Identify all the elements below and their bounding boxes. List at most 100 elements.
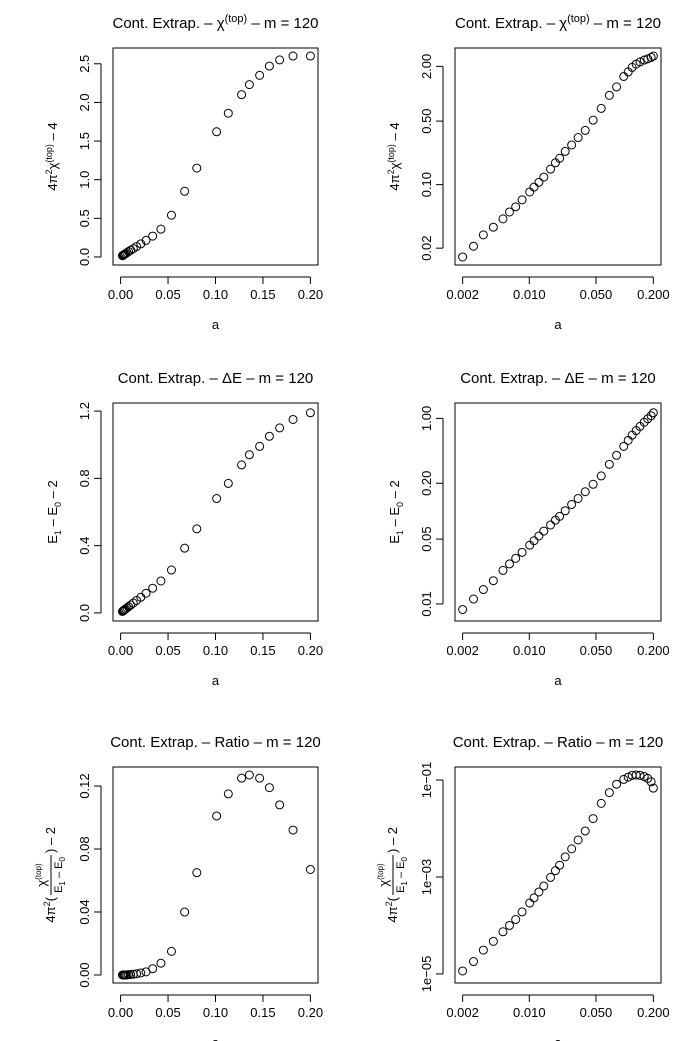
data-point	[275, 800, 285, 810]
data-point	[305, 864, 315, 874]
x-tick-label: 0.00	[108, 287, 133, 302]
chart-title: Cont. Extrap. – χ(top) – m = 120	[112, 13, 318, 32]
svg-text:E1 – E0: E1 – E0	[53, 857, 67, 893]
data-point	[498, 214, 508, 224]
y-tick-label: 2.00	[419, 54, 434, 79]
data-point	[588, 814, 598, 824]
y-tick-label: 0.04	[77, 899, 92, 924]
x-tick-label: 0.15	[250, 287, 275, 302]
data-point	[612, 82, 622, 92]
data-point	[648, 408, 658, 418]
data-point	[573, 133, 583, 143]
data-point	[646, 777, 656, 787]
x-tick-label: 0.010	[513, 643, 546, 658]
y-tick-label: 1.2	[77, 402, 92, 420]
data-point	[604, 90, 614, 100]
svg-text:4π2(: 4π2(	[384, 896, 400, 922]
plot-frame	[112, 766, 319, 984]
data-point	[180, 186, 190, 196]
y-tick-label: 0.02	[419, 235, 434, 260]
data-point	[646, 411, 656, 421]
data-point	[580, 487, 590, 497]
svg-text:χ(top): χ(top)	[376, 863, 391, 887]
data-point	[212, 127, 222, 137]
data-point	[580, 125, 590, 135]
x-tick-label: 0.20	[298, 287, 323, 302]
data-point	[180, 907, 190, 917]
data-point	[192, 868, 202, 878]
x-tick-label: 0.15	[250, 1005, 275, 1020]
y-axis-label: E1 – E0 – 2	[387, 480, 405, 544]
y-tick-label: 0.12	[77, 773, 92, 798]
data-point	[141, 588, 151, 598]
y-tick-label: 0.0	[77, 248, 92, 266]
data-point	[619, 774, 629, 784]
data-point	[539, 526, 549, 536]
data-point	[212, 494, 222, 504]
svg-text:) – 2: ) – 2	[385, 827, 400, 853]
plot-frame	[454, 47, 662, 266]
y-axis-label: 4π2(χ(top) E1 – E0) – 2	[376, 827, 409, 923]
data-point	[192, 163, 202, 173]
data-point	[288, 414, 298, 424]
data-point	[550, 866, 560, 876]
panel-4: 0.002 0.010 0.050 0.200 0.01 0.05 0.20 1.00 Cont…	[387, 370, 670, 688]
data-point	[468, 241, 478, 251]
data-point	[525, 187, 535, 197]
data-point	[560, 506, 570, 516]
data-point	[580, 826, 590, 836]
y-tick-label: 0.00	[77, 962, 92, 987]
data-point	[596, 798, 606, 808]
x-axis-label: a	[554, 673, 562, 688]
y-tick-label: 1.00	[419, 406, 434, 431]
data-point	[573, 835, 583, 845]
data-point	[468, 594, 478, 604]
data-point	[550, 158, 560, 168]
data-point	[141, 235, 151, 245]
x-tick-label: 0.010	[513, 1005, 546, 1020]
data-point	[305, 408, 315, 418]
data-point	[180, 543, 190, 553]
x-tick-label: 0.05	[155, 287, 180, 302]
data-point	[237, 773, 247, 783]
data-point	[264, 61, 274, 71]
y-tick-label: 1e−03	[419, 859, 434, 896]
data-point	[255, 441, 265, 451]
data-point	[288, 51, 298, 61]
data-point	[539, 172, 549, 182]
y-tick-label: 0.01	[419, 591, 434, 616]
data-point	[517, 547, 527, 557]
data-point	[288, 825, 298, 835]
data-point	[244, 80, 254, 90]
data-point	[223, 789, 233, 799]
data-point	[498, 565, 508, 575]
y-tick-label: 0.50	[419, 108, 434, 133]
chart-title: Cont. Extrap. – Ratio – m = 120	[110, 734, 321, 751]
data-point	[498, 927, 508, 937]
data-point	[648, 783, 658, 793]
data-point	[588, 479, 598, 489]
x-axis-label: a	[554, 317, 562, 332]
data-point	[166, 946, 176, 956]
y-tick-label: 2.5	[77, 55, 92, 73]
data-point	[478, 585, 488, 595]
data-point	[126, 600, 136, 610]
data-point	[478, 230, 488, 240]
x-axis-label: a	[212, 1035, 220, 1041]
plot-frame	[454, 766, 662, 984]
data-point	[504, 559, 514, 569]
y-axis-label: E1 – E0 – 2	[45, 480, 63, 544]
x-tick-label: 0.20	[298, 643, 323, 658]
data-point	[488, 576, 498, 586]
x-tick-label: 0.002	[446, 643, 479, 658]
data-point	[619, 441, 629, 451]
data-point	[504, 920, 514, 930]
x-tick-label: 0.20	[298, 1005, 323, 1020]
data-point	[555, 511, 565, 521]
plot-frame	[112, 47, 319, 266]
data-point	[546, 872, 556, 882]
data-point	[525, 898, 535, 908]
data-point	[223, 478, 233, 488]
svg-text:4π2(: 4π2(	[42, 896, 58, 922]
data-point	[132, 969, 142, 979]
